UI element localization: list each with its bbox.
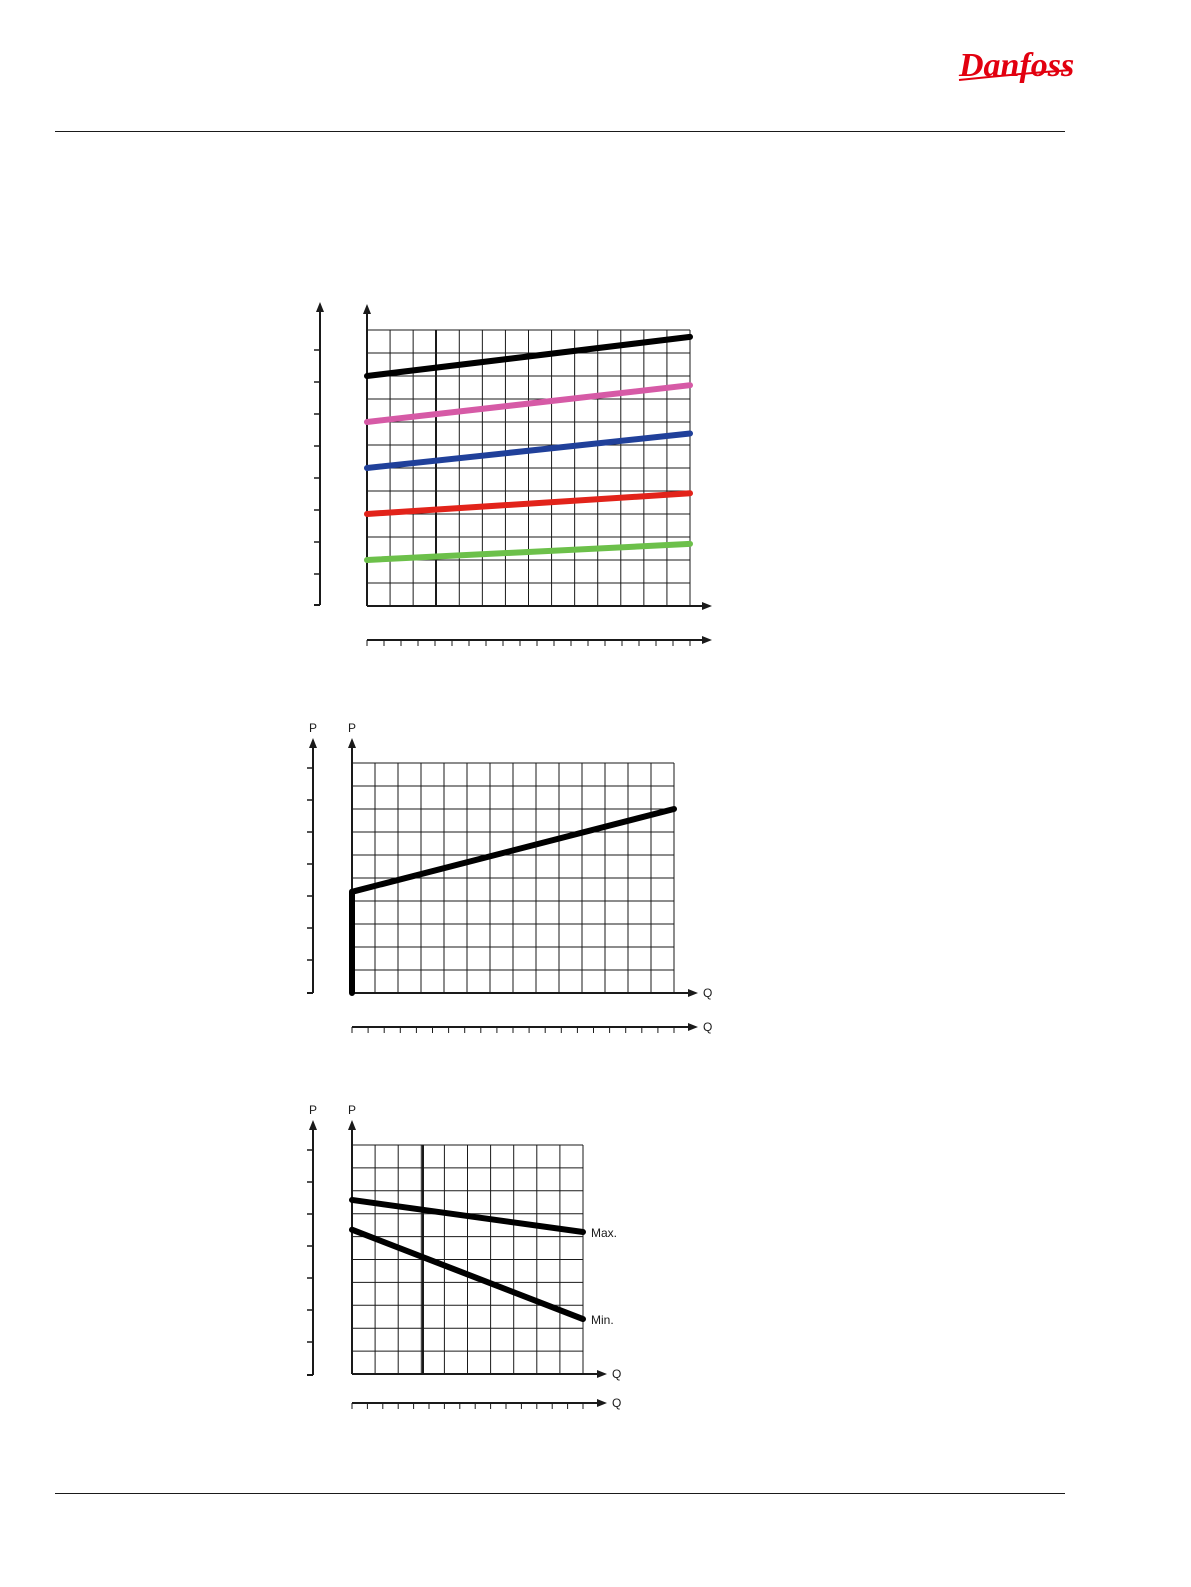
y2-axis-label: P <box>309 1103 317 1117</box>
x-axis-label: Q <box>703 986 712 1000</box>
series-line <box>364 430 693 471</box>
series-line <box>349 806 677 996</box>
x2-axis-label: Q <box>703 1020 712 1034</box>
x-axis-label: Q <box>612 1367 621 1381</box>
y-axis-arrow <box>363 304 371 314</box>
chart-2: P P Q Q <box>307 721 712 1034</box>
series-label: Min. <box>591 1313 614 1327</box>
x-axis-arrow <box>688 989 698 997</box>
danfoss-logo: Danfoss <box>958 47 1074 84</box>
series-line <box>364 490 693 517</box>
y2-axis-arrow <box>316 302 324 312</box>
series-line <box>364 540 693 563</box>
y2-axis-label: P <box>309 721 317 735</box>
y-axis-label: P <box>348 1103 356 1117</box>
series-line <box>364 382 693 425</box>
x2-axis-arrow <box>702 636 712 644</box>
y-axis-label: P <box>348 721 356 735</box>
series-line <box>349 1226 586 1323</box>
header-rule <box>55 131 1065 132</box>
y-axis-arrow <box>348 738 356 748</box>
series-label: Max. <box>591 1226 617 1240</box>
chart-1 <box>314 302 712 646</box>
footer-rule <box>55 1493 1065 1494</box>
x2-axis-arrow <box>688 1023 698 1031</box>
series-line <box>349 1196 586 1236</box>
y-axis-arrow <box>348 1120 356 1130</box>
x-axis-arrow <box>702 602 712 610</box>
y2-axis-arrow <box>309 738 317 748</box>
chart-3: P P Q Q Max. Min. <box>307 1103 621 1410</box>
x2-axis-label: Q <box>612 1396 621 1410</box>
y2-axis-arrow <box>309 1120 317 1130</box>
x2-axis-arrow <box>597 1399 607 1407</box>
x-axis-arrow <box>597 1370 607 1378</box>
series-line <box>364 333 693 379</box>
